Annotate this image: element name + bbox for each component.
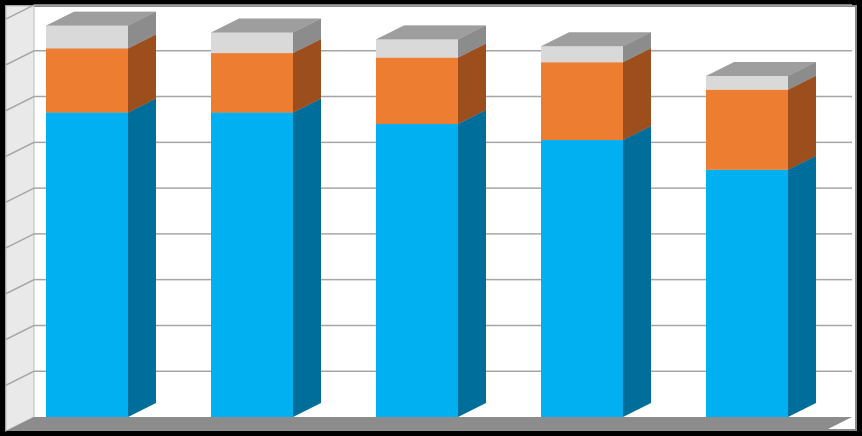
bar-top-c2 xyxy=(211,18,321,33)
bar-side-s1-c5 xyxy=(788,155,816,418)
bar-side-s1-c3 xyxy=(458,110,486,418)
bar-seg-s3-c4 xyxy=(541,46,623,63)
bar-side-s2-c5 xyxy=(788,75,816,170)
bar-seg-s2-c3 xyxy=(376,57,458,125)
bar-side-s3-c4 xyxy=(623,32,651,63)
bar-seg-s1-c1 xyxy=(46,112,128,418)
wall-gridline xyxy=(5,324,35,341)
bar-side-s2-c4 xyxy=(623,48,651,141)
bar-seg-s2-c1 xyxy=(46,48,128,113)
bar-top-c4 xyxy=(541,32,651,47)
bar-seg-s2-c5 xyxy=(706,89,788,170)
wall-gridline xyxy=(5,141,35,158)
bar-seg-s2-c2 xyxy=(211,53,293,113)
bar-side-s3-c5 xyxy=(788,61,816,90)
floor xyxy=(6,417,852,431)
bar-side-s3-c3 xyxy=(458,25,486,58)
wall-gridline xyxy=(5,233,35,249)
wall-gridline xyxy=(5,50,35,66)
bar-seg-s3-c1 xyxy=(46,25,128,49)
bar-seg-s1-c2 xyxy=(211,112,293,418)
bar-side-s2-c1 xyxy=(128,34,156,113)
bar-seg-s1-c5 xyxy=(706,169,788,417)
wall-gridline xyxy=(5,370,35,386)
wall-gridline xyxy=(5,95,35,112)
bar-side-s3-c2 xyxy=(293,18,321,54)
bar-seg-s3-c5 xyxy=(706,75,788,90)
bar-side-s1-c4 xyxy=(623,126,651,418)
bar-seg-s1-c3 xyxy=(376,124,458,418)
bar-seg-s3-c3 xyxy=(376,39,458,58)
wall-gridline xyxy=(5,4,35,20)
bar-seg-s2-c4 xyxy=(541,62,623,141)
bar-top-c3 xyxy=(376,25,486,40)
wall-gridline xyxy=(5,278,35,295)
bar-seg-s1-c4 xyxy=(541,140,623,418)
bar-top-c1 xyxy=(46,11,156,26)
bar-side-s3-c1 xyxy=(128,11,156,49)
bar-seg-s3-c2 xyxy=(211,32,293,54)
bar-side-s2-c3 xyxy=(458,43,486,125)
bar-side-s2-c2 xyxy=(293,39,321,113)
bar-top-c5 xyxy=(706,61,816,76)
wall-gridline xyxy=(5,187,35,203)
bar-side-s1-c2 xyxy=(293,98,321,418)
left-wall xyxy=(5,5,35,432)
bar-side-s1-c1 xyxy=(128,98,156,418)
